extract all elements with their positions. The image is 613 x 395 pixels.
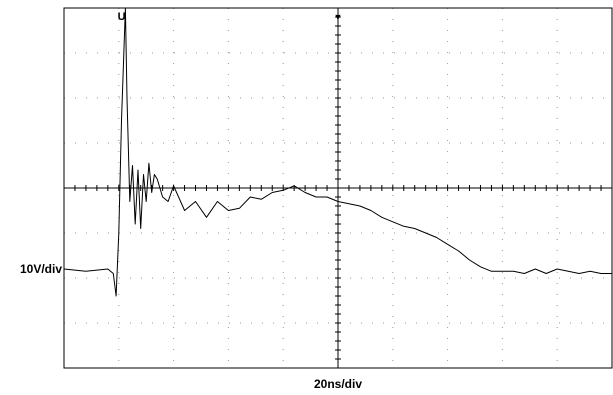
trigger-marker-top: ▼	[334, 12, 343, 22]
trace-marker-U: U	[118, 11, 126, 23]
marker-layer: ▼U	[118, 11, 343, 23]
center-axes	[63, 7, 613, 369]
y-scale-label: 10V/div	[20, 262, 62, 276]
waveform-trace	[63, 7, 612, 297]
x-scale-label: 20ns/div	[314, 377, 362, 391]
